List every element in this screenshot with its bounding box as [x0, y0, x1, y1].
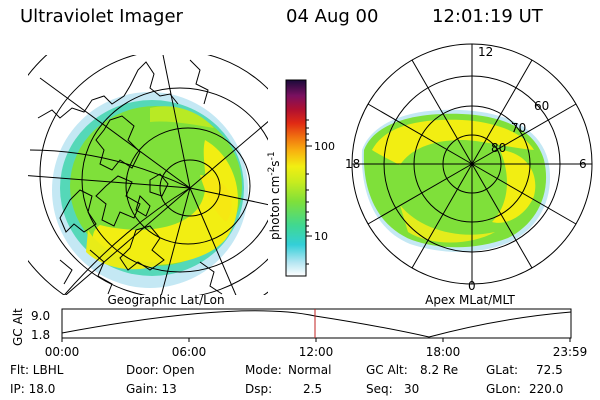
geographic-map [28, 55, 268, 295]
mlat-label-70: 70 [511, 121, 526, 135]
altitude-xtick-0600: 06:00 [172, 345, 207, 359]
colorbar-unit-label: photon cm-2s-1 [267, 151, 282, 240]
geo-coastlines [37, 59, 223, 295]
geo-map-label: Geographic Lat/Lon [107, 293, 224, 307]
altitude-ytick-9: 9.0 [31, 309, 50, 323]
geo-aurora-yellow [92, 140, 239, 266]
altitude-xtick-2359: 23:59 [553, 345, 588, 359]
gain-info: Gain: 13 [126, 382, 177, 396]
altitude-xtick-1200: 12:00 [299, 345, 334, 359]
mlt-label-18: 18 [345, 157, 360, 171]
mode-value: Normal [288, 363, 332, 377]
colorbar [285, 79, 307, 277]
dsp-label: Dsp: [245, 382, 273, 396]
filter-info: Flt: LBHL [10, 363, 64, 377]
mlt-label-0: 0 [468, 279, 476, 293]
glat-label: GLat: [486, 363, 519, 377]
mlt-label-12: 12 [478, 45, 493, 59]
glon-label: GLon: [486, 382, 521, 396]
altitude-ytick-1.8: 1.8 [31, 328, 50, 342]
seq-value: 30 [404, 382, 420, 396]
mlat-label-60: 60 [534, 99, 549, 113]
seq-label: Seq: [366, 382, 393, 396]
instrument-title: Ultraviolet Imager [20, 6, 183, 27]
apex-grid [351, 43, 593, 285]
glon-value: 220.0 [529, 382, 564, 396]
altitude-ylabel: GC Alt [11, 308, 25, 346]
geo-parallels [28, 55, 268, 295]
colorbar-tick-10: 10 [314, 230, 328, 243]
colorbar-ticks [306, 119, 312, 265]
gc-alt-label: GC Alt: [366, 363, 408, 377]
altitude-curve [61, 310, 572, 338]
mode-label: Mode: [245, 363, 282, 377]
altitude-plot-frame [61, 308, 572, 339]
mlat-label-80: 80 [491, 141, 506, 155]
altitude-x-ticks [61, 338, 571, 342]
mlt-label-6: 6 [579, 157, 587, 171]
apex-map-label: Apex MLat/MLT [425, 293, 515, 307]
gc-alt-value: 8.2 Re [420, 363, 459, 377]
glat-value: 72.5 [536, 363, 563, 377]
apex-aurora-yellow-north [372, 119, 534, 165]
observation-time: 12:01:19 UT [432, 6, 543, 27]
altitude-xtick-0000: 00:00 [45, 345, 80, 359]
door-info: Door: Open [126, 363, 195, 377]
colorbar-tick-100: 100 [314, 140, 335, 153]
dsp-value: 2.5 [303, 382, 323, 396]
altitude-xtick-1800: 18:00 [426, 345, 461, 359]
observation-date: 04 Aug 00 [286, 6, 379, 27]
ip-info: IP: 18.0 [10, 382, 56, 396]
